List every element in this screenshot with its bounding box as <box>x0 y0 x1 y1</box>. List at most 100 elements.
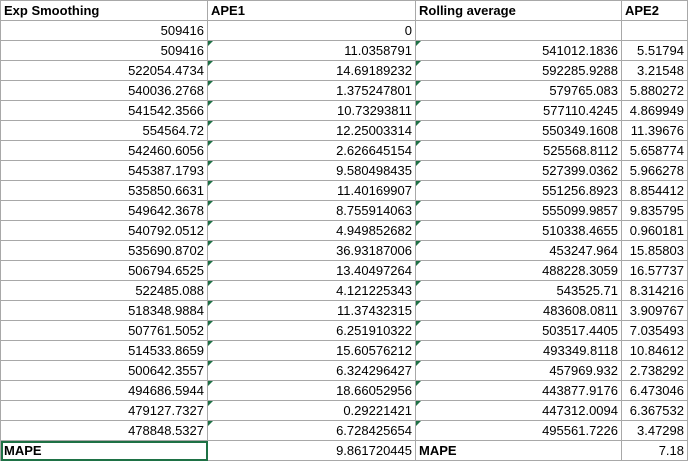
header-row: Exp Smoothing APE1 Rolling average APE2 <box>0 0 688 21</box>
cell-rolling-average[interactable]: 550349.1608 <box>415 120 622 141</box>
footer-row: MAPE 9.861720445 MAPE 7.18 <box>0 440 688 461</box>
cell-exp-smoothing[interactable]: 509416 <box>0 40 208 61</box>
cell-rolling-average[interactable] <box>415 20 622 41</box>
cell-rolling-average[interactable]: 453247.964 <box>415 240 622 261</box>
cell-exp-smoothing[interactable]: 545387.1793 <box>0 160 208 181</box>
cell-exp-smoothing[interactable]: 500642.3557 <box>0 360 208 381</box>
cell-ape2[interactable]: 6.367532 <box>621 400 688 421</box>
cell-ape1[interactable]: 13.40497264 <box>207 260 416 281</box>
cell-rolling-average[interactable]: 555099.9857 <box>415 200 622 221</box>
cell-exp-smoothing[interactable]: 542460.6056 <box>0 140 208 161</box>
cell-ape1[interactable]: 1.375247801 <box>207 80 416 101</box>
cell-rolling-average[interactable]: 493349.8118 <box>415 340 622 361</box>
cell-ape2[interactable]: 2.738292 <box>621 360 688 381</box>
cell-ape1[interactable]: 15.60576212 <box>207 340 416 361</box>
mape-value-1[interactable]: 9.861720445 <box>207 440 416 461</box>
cell-rolling-average[interactable]: 527399.0362 <box>415 160 622 181</box>
cell-exp-smoothing[interactable]: 522054.4734 <box>0 60 208 81</box>
cell-ape1[interactable]: 4.121225343 <box>207 280 416 301</box>
cell-ape1[interactable]: 6.728425654 <box>207 420 416 441</box>
cell-exp-smoothing[interactable]: 541542.3566 <box>0 100 208 121</box>
cell-rolling-average[interactable]: 579765.083 <box>415 80 622 101</box>
cell-ape1[interactable]: 8.755914063 <box>207 200 416 221</box>
cell-exp-smoothing[interactable]: 478848.5327 <box>0 420 208 441</box>
cell-rolling-average[interactable]: 503517.4405 <box>415 320 622 341</box>
cell-rolling-average[interactable]: 447312.0094 <box>415 400 622 421</box>
cell-ape2[interactable]: 9.835795 <box>621 200 688 221</box>
cell-rolling-average[interactable]: 592285.9288 <box>415 60 622 81</box>
cell-rolling-average[interactable]: 488228.3059 <box>415 260 622 281</box>
header-rolling-average[interactable]: Rolling average <box>415 0 622 21</box>
cell-exp-smoothing[interactable]: 540792.0512 <box>0 220 208 241</box>
cell-ape1[interactable]: 11.37432315 <box>207 300 416 321</box>
cell-ape1[interactable]: 0 <box>207 20 416 41</box>
cell-ape1[interactable]: 18.66052956 <box>207 380 416 401</box>
cell-ape2[interactable]: 11.39676 <box>621 120 688 141</box>
mape-label-1[interactable]: MAPE <box>0 440 208 461</box>
cell-ape2[interactable]: 16.57737 <box>621 260 688 281</box>
cell-ape1[interactable]: 2.626645154 <box>207 140 416 161</box>
cell-ape2[interactable]: 5.658774 <box>621 140 688 161</box>
cell-exp-smoothing[interactable]: 535850.6631 <box>0 180 208 201</box>
table-row: 541542.3566 10.73293811 577110.4245 4.86994… <box>0 100 688 121</box>
cell-ape2[interactable]: 3.47298 <box>621 420 688 441</box>
cell-ape2[interactable]: 3.909767 <box>621 300 688 321</box>
cell-ape2[interactable] <box>621 20 688 41</box>
mape-label-2[interactable]: MAPE <box>415 440 622 461</box>
cell-rolling-average[interactable]: 443877.9176 <box>415 380 622 401</box>
cell-exp-smoothing[interactable]: 506794.6525 <box>0 260 208 281</box>
cell-rolling-average[interactable]: 525568.8112 <box>415 140 622 161</box>
table-row: 479127.7327 0.29221421 447312.0094 6.367532 <box>0 400 688 421</box>
cell-exp-smoothing[interactable]: 479127.7327 <box>0 400 208 421</box>
cell-exp-smoothing[interactable]: 549642.3678 <box>0 200 208 221</box>
cell-rolling-average[interactable]: 457969.932 <box>415 360 622 381</box>
cell-exp-smoothing[interactable]: 494686.5944 <box>0 380 208 401</box>
cell-ape2[interactable]: 8.314216 <box>621 280 688 301</box>
mape-value-2[interactable]: 7.18 <box>621 440 688 461</box>
cell-ape1[interactable]: 14.69189232 <box>207 60 416 81</box>
cell-ape1[interactable]: 6.251910322 <box>207 320 416 341</box>
cell-exp-smoothing[interactable]: 509416 <box>0 20 208 41</box>
cell-ape1[interactable]: 4.949852682 <box>207 220 416 241</box>
cell-exp-smoothing[interactable]: 522485.088 <box>0 280 208 301</box>
cell-ape1[interactable]: 36.93187006 <box>207 240 416 261</box>
cell-rolling-average[interactable]: 483608.0811 <box>415 300 622 321</box>
cell-ape2[interactable]: 5.880272 <box>621 80 688 101</box>
cell-rolling-average[interactable]: 543525.71 <box>415 280 622 301</box>
cell-ape1[interactable]: 0.29221421 <box>207 400 416 421</box>
cell-ape2[interactable]: 10.84612 <box>621 340 688 361</box>
cell-ape1[interactable]: 9.580498435 <box>207 160 416 181</box>
header-ape1[interactable]: APE1 <box>207 0 416 21</box>
cell-exp-smoothing[interactable]: 518348.9884 <box>0 300 208 321</box>
cell-rolling-average[interactable]: 577110.4245 <box>415 100 622 121</box>
cell-rolling-average[interactable]: 495561.7226 <box>415 420 622 441</box>
cell-ape1[interactable]: 6.324296427 <box>207 360 416 381</box>
cell-ape1[interactable]: 12.25003314 <box>207 120 416 141</box>
cell-ape2[interactable]: 4.869949 <box>621 100 688 121</box>
table-row: 535850.6631 11.40169907 551256.8923 8.85441… <box>0 180 688 201</box>
cell-ape2[interactable]: 6.473046 <box>621 380 688 401</box>
cell-exp-smoothing[interactable]: 554564.72 <box>0 120 208 141</box>
cell-exp-smoothing[interactable]: 540036.2768 <box>0 80 208 101</box>
cell-ape2[interactable]: 15.85803 <box>621 240 688 261</box>
cell-exp-smoothing[interactable]: 507761.5052 <box>0 320 208 341</box>
cell-ape2[interactable]: 7.035493 <box>621 320 688 341</box>
cell-ape2[interactable]: 8.854412 <box>621 180 688 201</box>
table-row: 542460.6056 2.626645154 525568.8112 5.65877… <box>0 140 688 161</box>
cell-ape2[interactable]: 5.51794 <box>621 40 688 61</box>
header-ape2[interactable]: APE2 <box>621 0 688 21</box>
cell-ape2[interactable]: 5.966278 <box>621 160 688 181</box>
table-row: 549642.3678 8.755914063 555099.9857 9.83579… <box>0 200 688 221</box>
table-row: 554564.72 12.25003314 550349.1608 11.39676 <box>0 120 688 141</box>
cell-exp-smoothing[interactable]: 535690.8702 <box>0 240 208 261</box>
cell-rolling-average[interactable]: 541012.1836 <box>415 40 622 61</box>
cell-ape1[interactable]: 11.40169907 <box>207 180 416 201</box>
cell-exp-smoothing[interactable]: 514533.8659 <box>0 340 208 361</box>
cell-ape1[interactable]: 11.0358791 <box>207 40 416 61</box>
cell-ape2[interactable]: 3.21548 <box>621 60 688 81</box>
cell-rolling-average[interactable]: 551256.8923 <box>415 180 622 201</box>
cell-rolling-average[interactable]: 510338.4655 <box>415 220 622 241</box>
cell-ape1[interactable]: 10.73293811 <box>207 100 416 121</box>
cell-ape2[interactable]: 0.960181 <box>621 220 688 241</box>
header-exp-smoothing[interactable]: Exp Smoothing <box>0 0 208 21</box>
